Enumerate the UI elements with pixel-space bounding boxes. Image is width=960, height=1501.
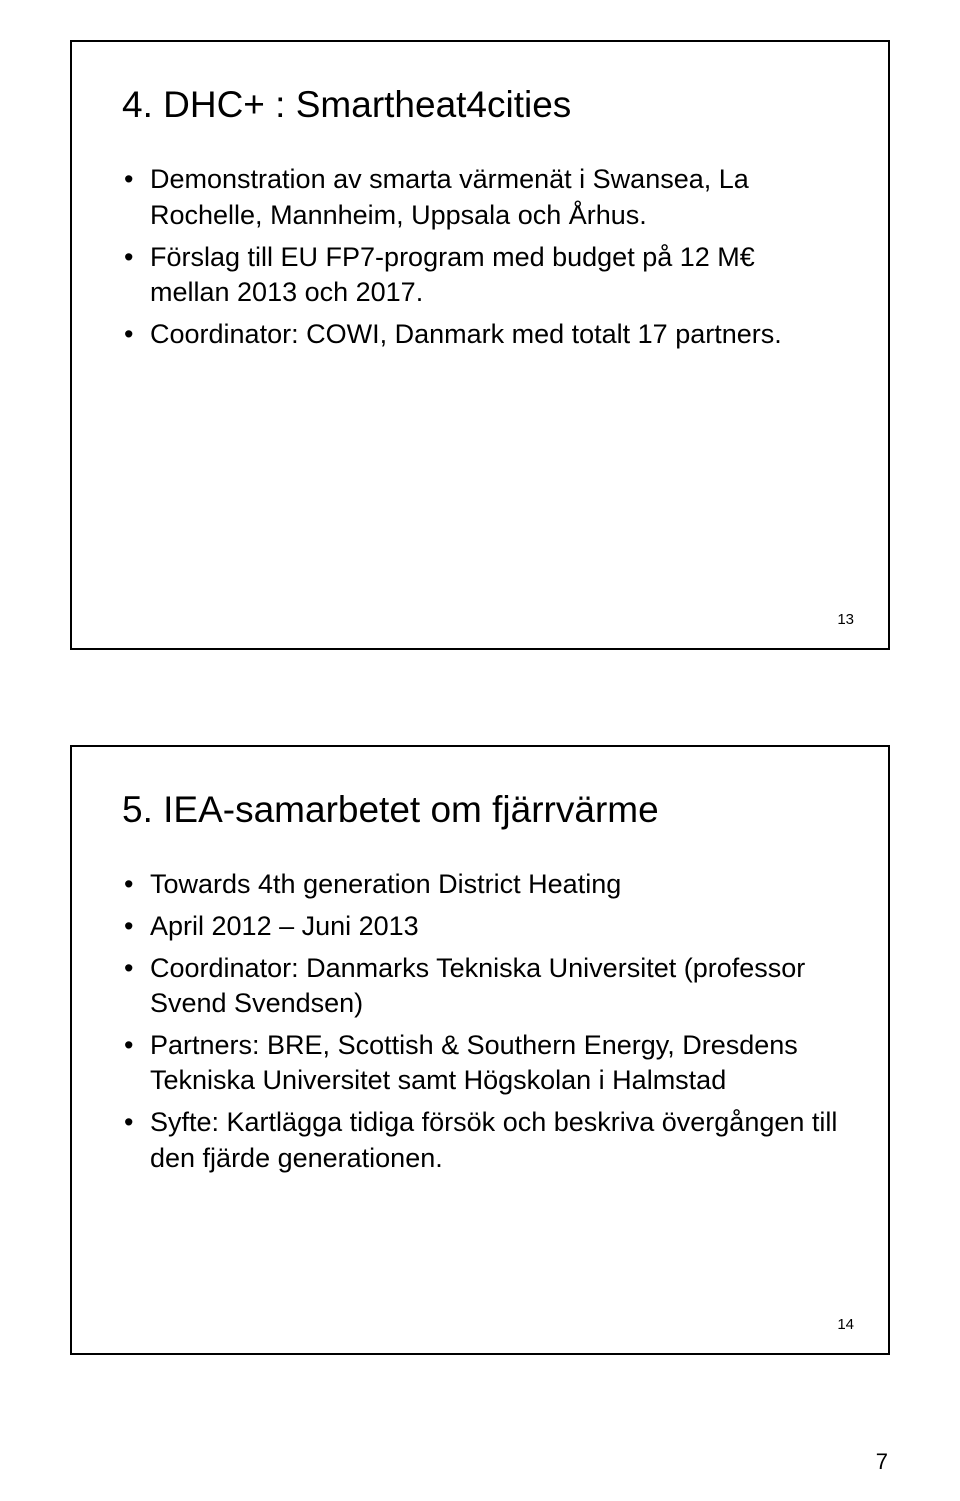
bullet-item: Coordinator: COWI, Danmark med totalt 17… (122, 317, 838, 353)
slide-1: 4. DHC+ : Smartheat4cities Demonstration… (70, 40, 890, 650)
page: 4. DHC+ : Smartheat4cities Demonstration… (0, 0, 960, 1501)
bullet-item: Förslag till EU FP7-program med budget p… (122, 240, 838, 311)
slide-title: 5. IEA-samarbetet om fjärrvärme (122, 787, 838, 833)
slide-1-bullets: Demonstration av smarta värmenät i Swans… (122, 162, 838, 352)
bullet-item: Demonstration av smarta värmenät i Swans… (122, 162, 838, 233)
slide-number: 13 (837, 611, 854, 628)
slide-number: 14 (837, 1316, 854, 1333)
bullet-item: Coordinator: Danmarks Tekniska Universit… (122, 951, 838, 1022)
bullet-item: Partners: BRE, Scottish & Southern Energ… (122, 1028, 838, 1099)
bullet-item: Syfte: Kartlägga tidiga försök och beskr… (122, 1105, 838, 1176)
bullet-item: April 2012 – Juni 2013 (122, 909, 838, 945)
slide-2-bullets: Towards 4th generation District Heating … (122, 867, 838, 1176)
page-number: 7 (876, 1449, 888, 1475)
slide-2: 5. IEA-samarbetet om fjärrvärme Towards … (70, 745, 890, 1355)
slide-title: 4. DHC+ : Smartheat4cities (122, 82, 838, 128)
bullet-item: Towards 4th generation District Heating (122, 867, 838, 903)
